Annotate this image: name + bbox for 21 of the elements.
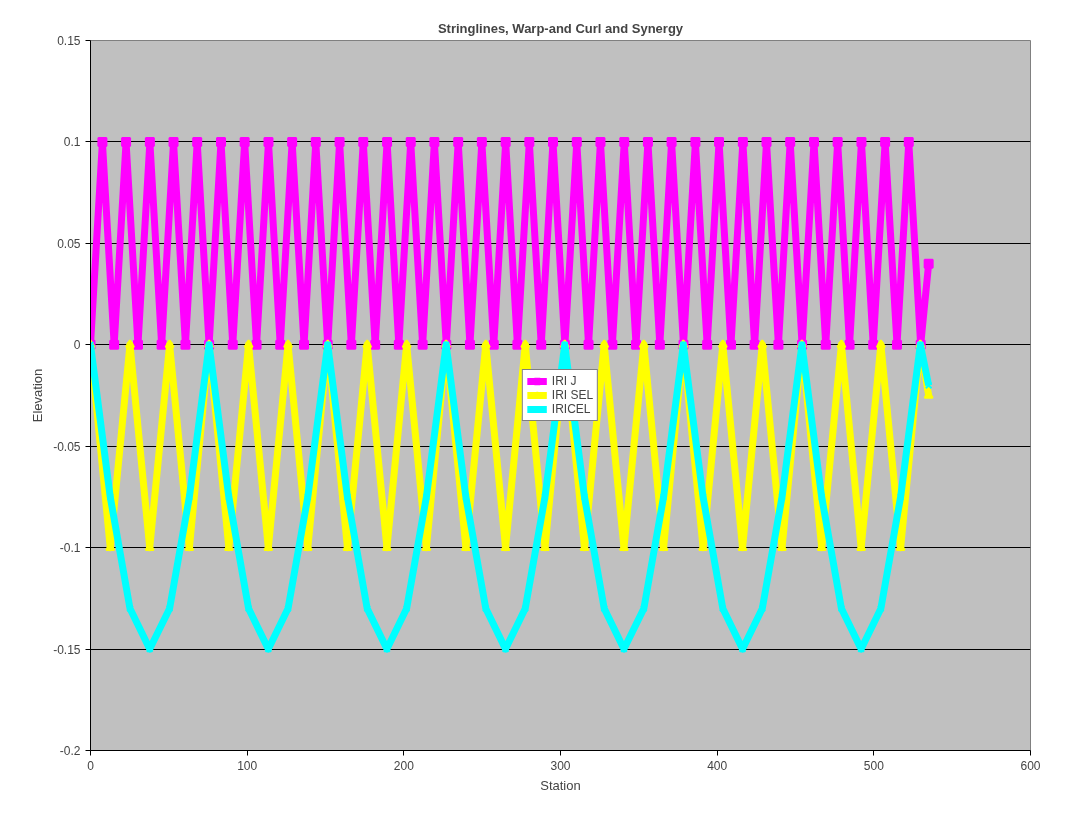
y-tick-label: 0.05 bbox=[57, 236, 81, 251]
legend-label: IRICEL bbox=[551, 402, 591, 416]
legend-label: IRI SEL bbox=[551, 388, 594, 402]
x-tick-label: 0 bbox=[87, 758, 95, 773]
x-tick-label: 100 bbox=[237, 758, 258, 773]
chart-title: Stringlines, Warp-and Curl and Synergy bbox=[437, 20, 684, 36]
y-tick-label: 0.1 bbox=[63, 135, 81, 150]
x-tick-label: 500 bbox=[863, 758, 885, 773]
y-tick-label: -0.1 bbox=[59, 541, 81, 556]
x-tick-label: 600 bbox=[1020, 758, 1041, 773]
y-tick-label: -0.05 bbox=[53, 439, 81, 454]
y-tick-label: -0.15 bbox=[53, 642, 81, 657]
y-axis-title: Elevation bbox=[30, 368, 46, 423]
legend-label: IRI J bbox=[551, 374, 577, 388]
y-tick-label: -0.2 bbox=[59, 744, 81, 758]
x-axis-title: Station bbox=[540, 777, 581, 793]
x-tick-label: 300 bbox=[550, 758, 571, 773]
y-tick-label: 0.15 bbox=[57, 34, 81, 48]
x-tick-label: 400 bbox=[707, 758, 728, 773]
x-tick-label: 200 bbox=[393, 758, 415, 773]
y-tick-label: 0 bbox=[73, 338, 81, 353]
